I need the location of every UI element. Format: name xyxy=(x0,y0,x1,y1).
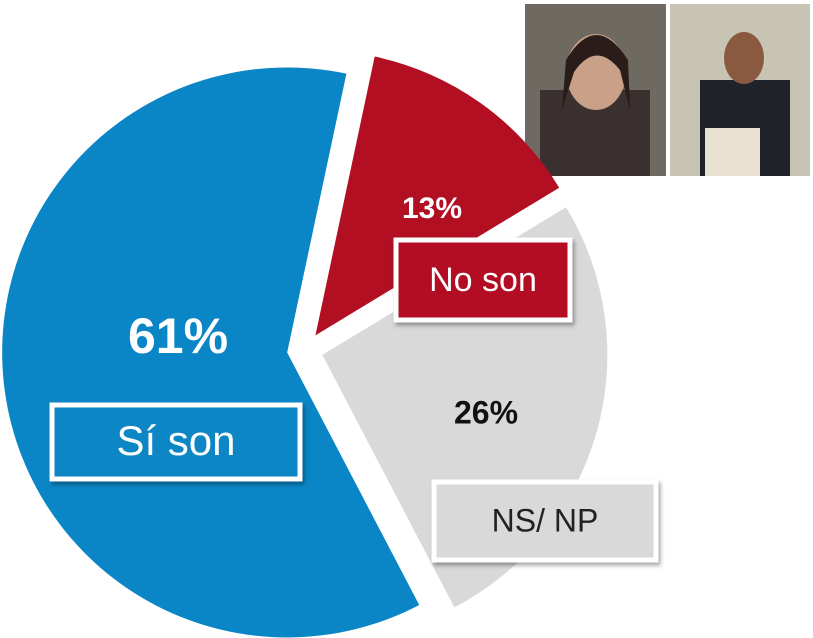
photo-right-face xyxy=(724,32,764,84)
photos xyxy=(525,4,810,176)
category-label: NS/ NP xyxy=(492,502,599,538)
value-label: 13% xyxy=(402,192,462,225)
category-label: No son xyxy=(429,261,537,299)
chart: 61% Sí son 13% No son 26% NS/ NP xyxy=(0,0,813,638)
value-label: 61% xyxy=(128,308,228,364)
value-label: 26% xyxy=(454,394,518,430)
photo-right-paper xyxy=(705,128,760,176)
category-label: Sí son xyxy=(116,417,235,464)
